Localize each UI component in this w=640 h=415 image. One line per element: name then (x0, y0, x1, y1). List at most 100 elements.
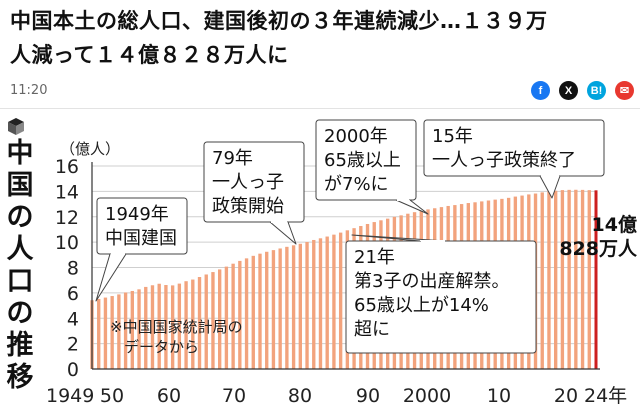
annotation-text: 政策開始 (212, 196, 284, 217)
bar (150, 285, 155, 369)
share-buttons: f X B! ✉ (531, 81, 634, 100)
bar (312, 239, 316, 369)
y-tick-label: 8 (67, 258, 79, 280)
source-note-line-1: ※中国国家統計局の (110, 318, 243, 336)
bar (164, 285, 168, 369)
x-tick-label: 70 (222, 385, 246, 407)
bar (298, 243, 302, 369)
bar (580, 189, 585, 369)
final-value-label: 14億828万人 (559, 213, 638, 260)
final-value-line-2: 828万人 (559, 238, 638, 260)
publish-time: 11:20 (10, 83, 48, 98)
divider (0, 108, 640, 109)
bar (211, 272, 215, 369)
bar (271, 250, 276, 369)
annotation-text: 超に (354, 319, 390, 340)
y-tick-label: 6 (67, 283, 79, 305)
chart-axes (91, 162, 600, 370)
bar (567, 189, 571, 369)
bar (325, 236, 329, 369)
bar (130, 290, 134, 369)
x-tick-label: 90 (356, 385, 380, 407)
annotation-text: 一人っ子 (212, 172, 284, 193)
bar (197, 277, 202, 369)
mail-share-button[interactable]: ✉ (615, 81, 634, 100)
chart-title-block: 中国の人口の推移 (7, 118, 34, 393)
bar (291, 245, 296, 369)
x-tick-label: 2000 (403, 385, 451, 407)
annotation-text: 2000年 (324, 126, 388, 147)
bar (157, 283, 161, 369)
headline-line-1: 中国本土の総人口、建国後初の３年連続減少…１３９万 (10, 9, 548, 33)
annotation-text: 一人っ子政策終了 (432, 150, 576, 171)
x-tick-label: 20 (554, 385, 578, 407)
bar (540, 192, 544, 369)
bar (305, 241, 309, 369)
annotation-text: 21年 (354, 247, 395, 268)
y-tick-label: 0 (67, 359, 79, 381)
bar (574, 189, 578, 369)
bar-2024 (594, 190, 598, 369)
bar (144, 286, 148, 369)
chart-title: 中国の人口の推移 (7, 138, 34, 393)
bar (117, 294, 121, 369)
y-tick-label: 2 (67, 334, 79, 356)
y-tick-label: 4 (67, 308, 79, 330)
chart-labels: （億人） 0 2 4 6 8 10 12 14 16 1949 50 60 70 80 90 2000 10 20 2… (46, 140, 627, 407)
bar (338, 232, 343, 369)
bar (318, 238, 323, 369)
y-tick-label: 10 (55, 232, 79, 254)
annotation-text: が7%に (324, 174, 389, 195)
bar (238, 260, 242, 369)
bar (184, 281, 188, 369)
x-tick-label: 1949 (46, 385, 94, 407)
bar (204, 274, 208, 369)
article-headline: 中国本土の総人口、建国後初の３年連続減少…１３９万 人減って１４億８２８万人に (10, 4, 630, 72)
bar (547, 191, 551, 369)
bar (170, 285, 175, 369)
y-axis-label: （億人） (60, 140, 120, 158)
final-value-line-1: 14億 (592, 213, 637, 236)
x-tick-label: 10 (487, 385, 511, 407)
bar (278, 248, 282, 369)
facebook-share-button[interactable]: f (531, 81, 550, 100)
cube-icon (8, 118, 24, 135)
annotation-text: 1949年 (105, 204, 169, 225)
bar (97, 298, 101, 369)
annotation-text: 15年 (432, 126, 473, 147)
bar (191, 279, 195, 369)
x-tick-label: 24年 (584, 385, 627, 407)
x-tick-label: 60 (157, 385, 181, 407)
y-tick-label: 16 (55, 156, 79, 178)
x-tick-label: 80 (288, 385, 312, 407)
bar (244, 258, 249, 369)
annotation-text: 65歳以上 (324, 150, 401, 171)
chart-annotations: 1949年中国建国79年一人っ子政策開始2000年65歳以上が7%に15年一人っ… (95, 119, 638, 356)
bar (224, 266, 229, 369)
bar (103, 297, 108, 369)
annotation-text: 中国建国 (105, 228, 177, 249)
bar (137, 289, 141, 369)
bar (231, 263, 235, 369)
source-note-line-2: データから (124, 338, 199, 356)
bar (123, 292, 128, 369)
bar (554, 190, 558, 369)
bar (587, 190, 591, 369)
x-tick-label: 50 (100, 385, 124, 407)
bar (285, 246, 289, 369)
headline-line-2: 人減って１４億８２８万人に (10, 43, 289, 67)
x-share-button[interactable]: X (559, 81, 578, 100)
bar (110, 296, 114, 369)
annotation-text: 65歳以上が14% (354, 295, 489, 316)
hatena-share-button[interactable]: B! (587, 81, 606, 100)
bar (258, 253, 262, 369)
y-tick-label: 14 (55, 181, 79, 203)
population-chart: 中国の人口の推移 （億人） 0 2 4 6 8 10 12 14 16 1949 50 60 70 80 90… (7, 118, 638, 407)
annotation-text: 第3子の出産解禁。 (354, 271, 509, 292)
bar (251, 255, 255, 369)
